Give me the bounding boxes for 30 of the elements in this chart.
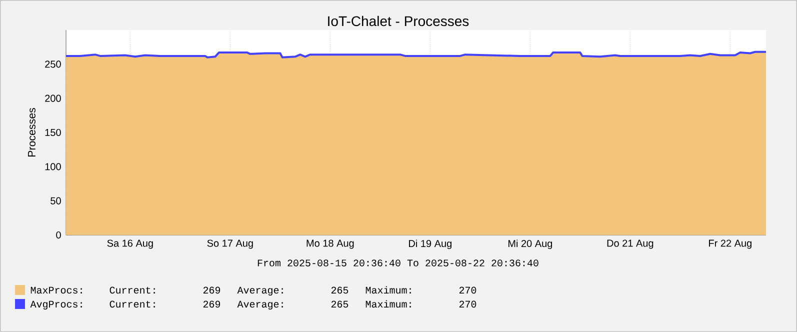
x-tick-label: Fr 22 Aug [709, 240, 752, 249]
y-tick-label: 250 [45, 60, 61, 68]
text: 270 [459, 286, 476, 294]
y-tick-label: 0 [56, 231, 61, 239]
x-tick-label: Do 21 Aug [607, 240, 654, 249]
legend-label: AvgProcs: [30, 300, 82, 310]
text: Current: [110, 300, 155, 308]
x-tick-label: Mo 18 Aug [306, 240, 354, 249]
text: 265 [331, 300, 348, 308]
y-tick-label: 50 [50, 197, 61, 204]
y-tick-label: 100 [45, 163, 61, 170]
x-tick-label: Mi 20 Aug [508, 240, 552, 250]
y-tick-label: 200 [45, 94, 61, 102]
text: Current: [110, 286, 155, 294]
x-tick-label: Sa 16 Aug [107, 240, 153, 249]
text: 265 [331, 286, 348, 294]
x-tick-label: Di 19 Aug [409, 240, 452, 250]
y-axis-title: Processes [28, 108, 36, 157]
text: Maximum: [366, 300, 411, 308]
legend-label: MaxProcs: [30, 286, 82, 294]
text: 269 [203, 286, 220, 294]
text: 270 [459, 300, 476, 308]
x-tick-label: So 17 Aug [207, 240, 253, 249]
y-tick-label: 150 [45, 128, 61, 136]
chart-title: IoT-Chalet - Processes [328, 16, 469, 26]
text: Maximum: [366, 286, 411, 294]
text: From 2025-08-15 20:36:40 To 2025-08-22 20:36:40 [258, 260, 538, 266]
text: 269 [203, 300, 220, 308]
text: Average: [237, 286, 283, 296]
text: Average: [237, 300, 283, 310]
